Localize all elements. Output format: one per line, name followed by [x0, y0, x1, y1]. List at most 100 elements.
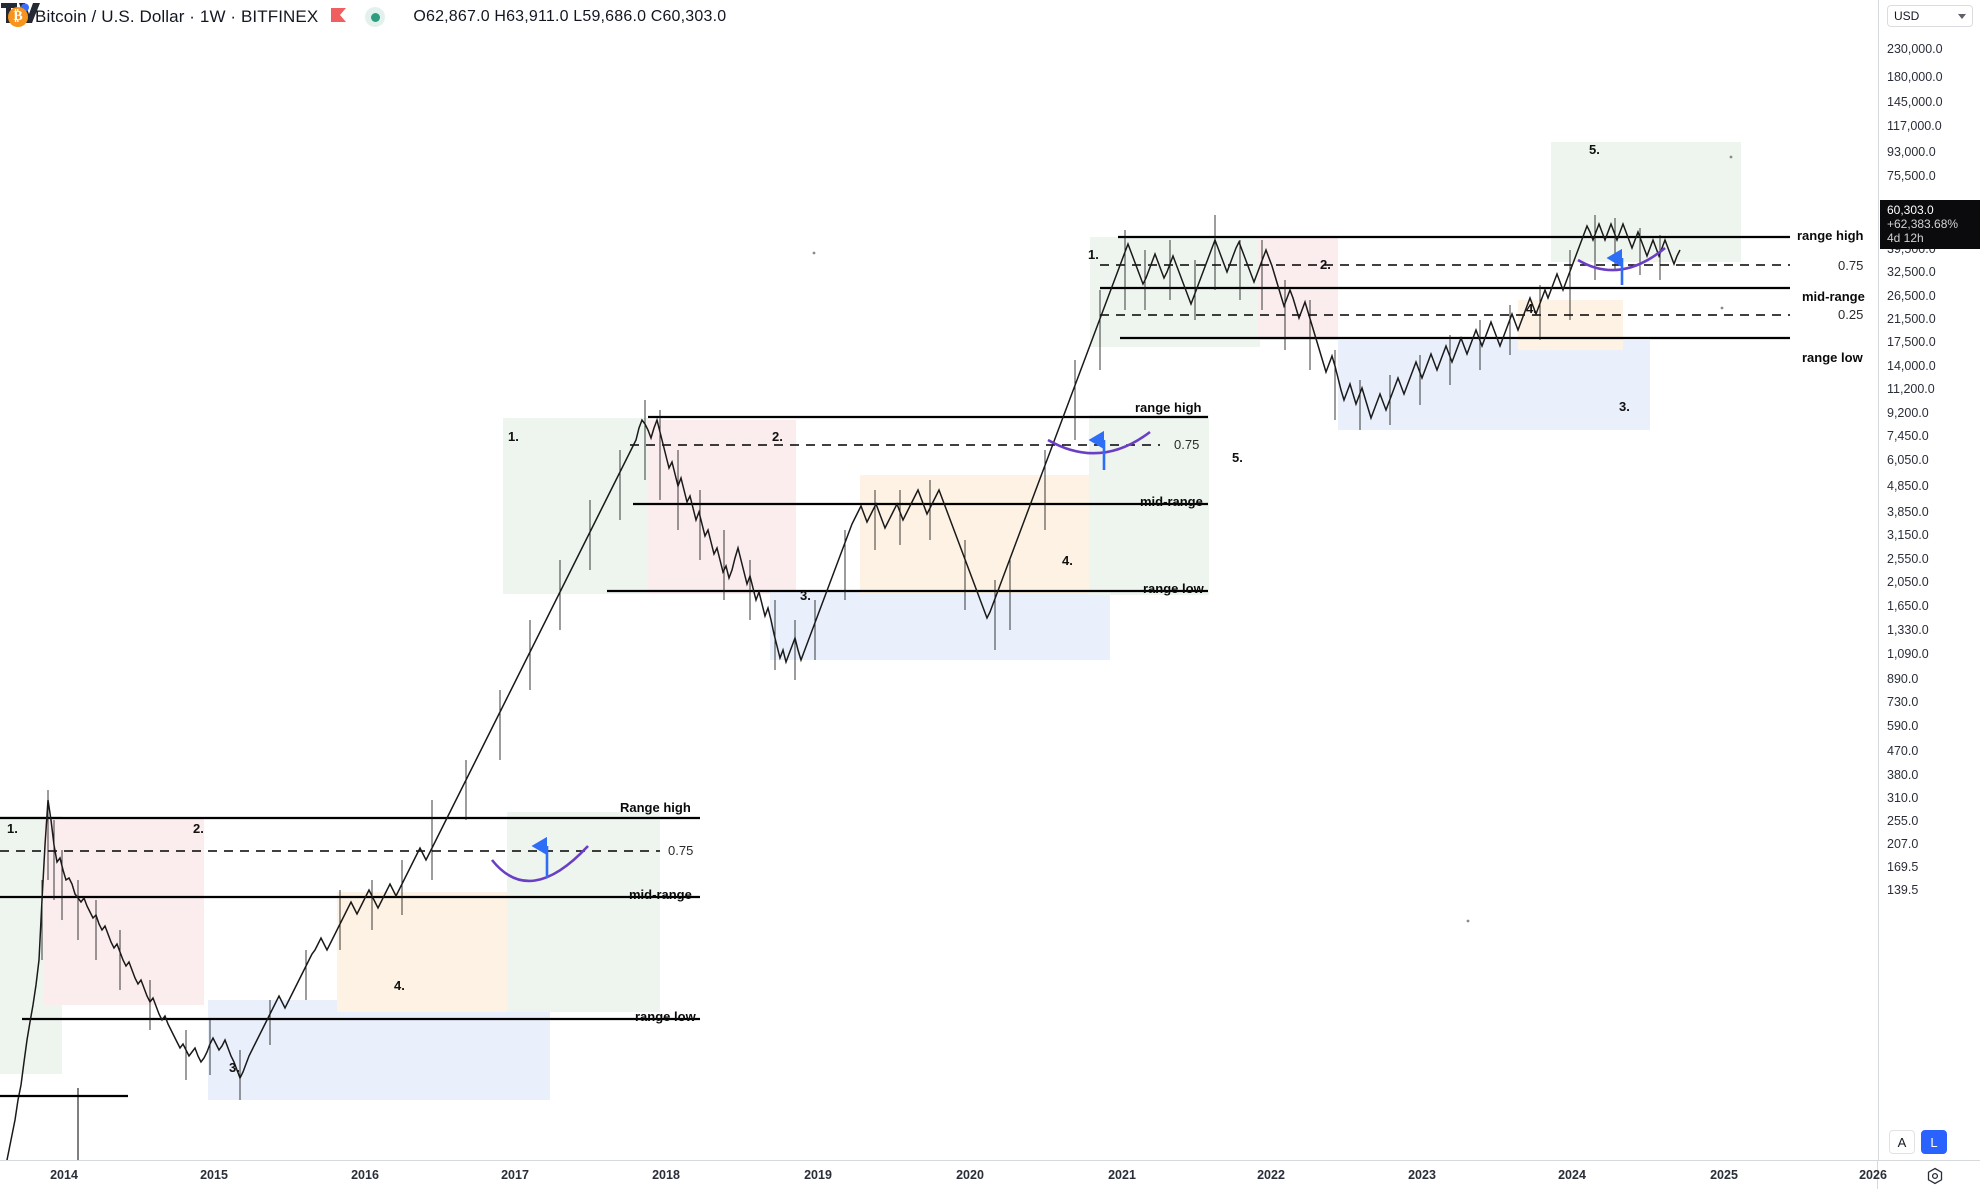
currency-label: USD	[1894, 9, 1920, 23]
time-tick: 2024	[1558, 1168, 1586, 1182]
cycle2-levels	[607, 415, 1208, 593]
chart-plot-area[interactable]: Range high 0.75 mid-range range low 1. 2…	[0, 0, 1878, 1160]
cycle3-mid-range-label: mid-range	[1802, 289, 1865, 304]
cycle1-zone-2	[44, 818, 204, 1005]
price-tick: 75,500.0	[1887, 169, 1936, 183]
current-price-tag: 60,303.0 +62,383.68% 4d 12h	[1880, 200, 1980, 249]
cycle2-range-high-label: range high	[1135, 400, 1202, 415]
cycle1-mid-range-label: mid-range	[629, 887, 692, 902]
market-status-dot[interactable]	[365, 7, 386, 27]
price-series-svg	[0, 155, 1790, 1160]
ohlc-open-value: 62,867.0	[425, 8, 490, 25]
current-price-change: +62,383.68%	[1887, 217, 1959, 231]
price-tick: 3,150.0	[1887, 528, 1929, 542]
cycle1-zone-1-number: 1.	[7, 821, 18, 836]
time-axis-separator	[1877, 1161, 1878, 1189]
auto-scale-button[interactable]: A	[1889, 1130, 1915, 1154]
time-tick: 2014	[50, 1168, 78, 1182]
ohlc-open: O	[413, 8, 426, 25]
cycle2-zone-5-number: 5.	[1232, 450, 1243, 465]
price-tick: 9,200.0	[1887, 406, 1929, 420]
price-tick: 26,500.0	[1887, 289, 1936, 303]
cycle3-range-high-label: range high	[1797, 228, 1864, 243]
price-axis[interactable]: USD 230,000.0 180,000.0 145,000.0 117,000.0…	[1878, 0, 1980, 1160]
time-tick: 2015	[200, 1168, 228, 1182]
price-tick: 207.0	[1887, 837, 1919, 851]
cycle1-ratio-075-label: 0.75	[668, 843, 694, 858]
cycle3-zone-5-number: 5.	[1589, 142, 1600, 157]
ohlc-values: O62,867.0 H63,911.0 L59,686.0 C60,303.0	[413, 8, 726, 26]
time-tick: 2016	[351, 1168, 379, 1182]
price-tick: 4,850.0	[1887, 479, 1929, 493]
ohlc-low-value: 59,686.0	[582, 8, 647, 25]
time-tick: 2026	[1859, 1168, 1887, 1182]
price-tick: 1,650.0	[1887, 599, 1929, 613]
time-tick: 2017	[501, 1168, 529, 1182]
time-tick: 2019	[804, 1168, 832, 1182]
cycle2-mid-range-label: mid-range	[1140, 494, 1203, 509]
price-tick: 180,000.0	[1887, 70, 1943, 84]
price-tick: 7,450.0	[1887, 429, 1929, 443]
time-axis[interactable]: 2014 2015 2016 2017 2018 2019 2020 2021 2022 2023…	[0, 1160, 1980, 1189]
price-tick: 17,500.0	[1887, 335, 1936, 349]
price-tick: 1,330.0	[1887, 623, 1929, 637]
cycle2-zone-1	[503, 418, 648, 594]
price-tick: 2,050.0	[1887, 575, 1929, 589]
cycle1-zone-3-number: 3.	[229, 1060, 240, 1075]
time-tick: 2021	[1108, 1168, 1136, 1182]
bar-countdown: 4d 12h	[1887, 231, 1924, 245]
cycle2-zone-3	[770, 590, 1110, 660]
price-tick: 730.0	[1887, 695, 1919, 709]
cycle3-range-low-label: range low	[1802, 350, 1863, 365]
cycle3-zone-1	[1090, 237, 1260, 347]
price-tick: 255.0	[1887, 814, 1919, 828]
flag-icon[interactable]	[330, 7, 347, 27]
cycle3-zone-3-number: 3.	[1619, 399, 1630, 414]
cycle2-zone-4	[860, 475, 1090, 593]
cycle3-levels	[1100, 235, 1790, 340]
time-tick: 2025	[1710, 1168, 1738, 1182]
cycle2-zone-1-number: 1.	[508, 429, 519, 444]
chevron-down-icon	[1958, 13, 1966, 19]
price-tick: 93,000.0	[1887, 145, 1936, 159]
price-tick: 11,200.0	[1887, 382, 1935, 396]
ohlc-close: C	[650, 8, 663, 25]
price-tick: 32,500.0	[1887, 265, 1936, 279]
ohlc-low: L	[573, 8, 583, 25]
price-tick: 6,050.0	[1887, 453, 1929, 467]
symbol-title[interactable]: Bitcoin / U.S. Dollar · 1W · BITFINEX	[35, 7, 319, 26]
price-tick: 145,000.0	[1887, 95, 1943, 109]
price-tick: 890.0	[1887, 672, 1919, 686]
clock-settings-icon[interactable]	[1925, 1166, 1945, 1186]
price-tick: 14,000.0	[1887, 359, 1936, 373]
current-price-value: 60,303.0	[1887, 203, 1934, 217]
time-tick: 2023	[1408, 1168, 1436, 1182]
cycle1-zone-4-number: 4.	[394, 978, 405, 993]
cycle1-zone-2-number: 2.	[193, 821, 204, 836]
log-scale-button[interactable]: L	[1921, 1130, 1947, 1154]
candle-wicks	[41, 215, 1661, 1100]
time-tick: 2022	[1257, 1168, 1285, 1182]
price-tick: 3,850.0	[1887, 505, 1929, 519]
price-tick: 169.5	[1887, 860, 1919, 874]
ohlc-high-value: 63,911.0	[506, 8, 569, 25]
cycle1-range-high-label: Range high	[620, 800, 691, 815]
ohlc-close-value: 60,303.0	[662, 8, 727, 25]
cycle2-zone-3-number: 3.	[800, 588, 811, 603]
bitcoin-icon: ₿	[8, 7, 28, 27]
time-tick: 2020	[956, 1168, 984, 1182]
price-tick: 310.0	[1887, 791, 1919, 805]
cycle2-ratio-075-label: 0.75	[1174, 437, 1200, 452]
cycle3-zone-5	[1551, 142, 1741, 262]
price-tick: 470.0	[1887, 744, 1919, 758]
chart-legend-bar[interactable]: ₿ Bitcoin / U.S. Dollar · 1W · BITFINEX …	[0, 0, 726, 34]
cycle2-zone-2-number: 2.	[772, 429, 783, 444]
cycle1-levels	[0, 816, 700, 1098]
price-line	[6, 221, 1681, 1160]
cycle2-zone-4-number: 4.	[1062, 553, 1073, 568]
currency-selector[interactable]: USD	[1887, 5, 1973, 27]
price-tick: 21,500.0	[1887, 312, 1936, 326]
cycle3-ratio-025-label: 0.25	[1838, 307, 1864, 322]
time-tick: 2018	[652, 1168, 680, 1182]
